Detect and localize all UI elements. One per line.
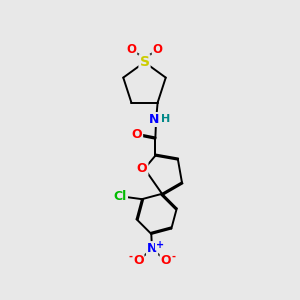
Text: O: O — [137, 162, 148, 175]
Text: S: S — [140, 55, 149, 69]
Text: N: N — [148, 113, 159, 126]
Text: O: O — [131, 128, 142, 141]
Text: -: - — [172, 252, 176, 262]
Text: N: N — [147, 242, 157, 255]
Text: +: + — [156, 240, 164, 250]
Text: Cl: Cl — [114, 190, 127, 203]
Text: -: - — [128, 252, 133, 262]
Text: H: H — [161, 114, 171, 124]
Text: O: O — [160, 254, 171, 267]
Text: O: O — [153, 44, 163, 56]
Text: O: O — [126, 44, 136, 56]
Text: O: O — [133, 254, 143, 267]
